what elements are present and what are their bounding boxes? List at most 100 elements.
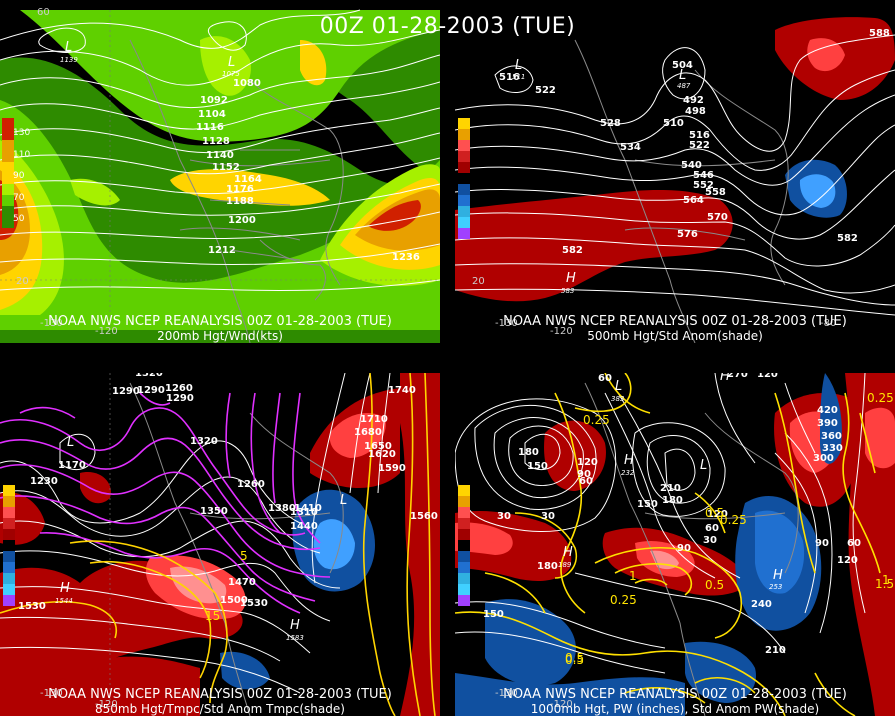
contour-label: 120 xyxy=(707,509,728,520)
panel-200mb: 130 110 90 70 50 1092 1104 1116 1128 114… xyxy=(0,0,440,343)
contour-label: 120 xyxy=(837,555,858,566)
contour-label: 1164 xyxy=(234,174,262,185)
pw-label: 0.25 xyxy=(610,593,637,607)
legend-label: 110 xyxy=(13,150,31,160)
contour-label: 1200 xyxy=(228,215,256,226)
contour-label: 360 xyxy=(821,431,842,442)
panel-caption: NOAA NWS NCEP REANALYSIS 00Z 01-28-2003 … xyxy=(503,687,847,702)
high-center: H xyxy=(563,545,573,560)
lon-label: -120 xyxy=(95,326,118,337)
low-center-value: 383 xyxy=(611,395,625,403)
contour-label: 1560 xyxy=(410,511,438,522)
contour-label: 90 xyxy=(815,538,829,549)
temp-label: 5 xyxy=(240,549,248,563)
contour-label: 1116 xyxy=(196,122,224,133)
pw-label: 1 xyxy=(629,569,637,583)
contour-label: 180 xyxy=(537,561,558,572)
legend-label: 50 xyxy=(13,214,25,224)
lon-label: -130 xyxy=(495,318,518,329)
lat-label: 20 xyxy=(16,276,29,287)
panel-caption: NOAA NWS NCEP REANALYSIS 00Z 01-28-2003 … xyxy=(48,687,392,702)
low-center: L xyxy=(340,493,348,508)
contour-label: 300 xyxy=(813,453,834,464)
contour-label: 1310 xyxy=(290,507,318,518)
contour-label: 1128 xyxy=(202,136,230,147)
contour-label: 1710 xyxy=(360,414,388,425)
pw-label: 0.25 xyxy=(867,391,894,405)
contour-label: 420 xyxy=(817,405,838,416)
pw-label: 0.25 xyxy=(583,413,610,427)
low-center-value: 1139 xyxy=(60,56,78,64)
contour-label: 1230 xyxy=(30,476,58,487)
low-center: L xyxy=(700,458,708,473)
contour-label: 1188 xyxy=(226,196,254,207)
contour-label: 1152 xyxy=(212,162,240,173)
contour-label: 564 xyxy=(683,195,704,206)
contour-label: 504 xyxy=(672,60,693,71)
low-center: L xyxy=(615,379,623,394)
panel-1000mb-legend xyxy=(458,485,470,606)
high-center-value: 583 xyxy=(561,287,575,295)
legend-label: 70 xyxy=(13,193,25,203)
contour-label: 558 xyxy=(705,187,726,198)
contour-label: 150 xyxy=(637,499,658,510)
panel-500mb-map xyxy=(455,0,895,343)
contour-label: 1380 xyxy=(268,503,296,514)
panel-200mb-legend xyxy=(2,118,14,228)
contour-label: 210 xyxy=(660,483,681,494)
high-center-value: 1544 xyxy=(55,597,73,605)
contour-label: 1260 xyxy=(237,479,265,490)
contour-label: 120 xyxy=(757,373,778,380)
contour-label: 60 xyxy=(598,373,612,384)
contour-label: 1236 xyxy=(392,252,420,263)
contour-label: 1440 xyxy=(290,521,318,532)
panel-850mb-map xyxy=(0,373,440,716)
panel-subcaption: 1000mb Hgt, PW (inches), Std Anom PW(sha… xyxy=(530,702,820,716)
main-title: 00Z 01-28-2003 (TUE) xyxy=(319,14,576,39)
low-center: L xyxy=(67,435,75,450)
pw-label: 0.5 xyxy=(705,506,725,520)
panel-subcaption: 850mb Hgt/Tmpc/Std Anom Tmpc(shade) xyxy=(95,702,345,716)
lon-label: -120 xyxy=(550,326,573,337)
panel-850mb: 1320 1290 1260 1290 1170 1230 1320 1260 … xyxy=(0,373,440,716)
panel-500mb: 516 522 504 492 498 510 516 522 528 534 … xyxy=(455,0,895,343)
panel-subcaption: 200mb Hgt/Wnd(kts) xyxy=(157,329,283,343)
pw-label: 0.5 xyxy=(565,651,585,665)
contour-label: 1080 xyxy=(233,78,261,89)
low-center: L xyxy=(515,58,523,73)
contour-label: 1140 xyxy=(206,150,234,161)
contour-label: 1680 xyxy=(354,427,382,438)
lon-label: -120 xyxy=(95,699,118,710)
pw-label: 1.5 xyxy=(875,577,895,591)
low-center-value: 232 xyxy=(621,469,635,477)
low-center: H xyxy=(624,453,634,468)
lon-label: -130 xyxy=(40,318,63,329)
contour-label: 330 xyxy=(822,443,843,454)
contour-label: 30 xyxy=(497,511,511,522)
high-center: H xyxy=(773,568,783,583)
low-center: L xyxy=(65,40,73,55)
temp-label: 15 xyxy=(205,609,221,623)
contour-label: 1350 xyxy=(200,506,228,517)
pw-label: 0.25 xyxy=(720,513,747,527)
contour-label: 1212 xyxy=(208,245,236,256)
panel-200mb-map xyxy=(0,0,440,343)
low-center-value: 487 xyxy=(677,82,691,90)
pw-label: 0.5 xyxy=(565,653,585,667)
contour-label: 516 xyxy=(689,130,710,141)
panel-subcaption: 500mb Hgt/Std Anom(shade) xyxy=(587,329,763,343)
panel-500mb-legend xyxy=(458,118,470,239)
contour-label: 1170 xyxy=(58,460,86,471)
high-center-value: 1583 xyxy=(286,634,304,642)
contour-label: 1470 xyxy=(228,577,256,588)
contour-label: 1530 xyxy=(18,601,46,612)
contour-label: 60 xyxy=(579,476,593,487)
contour-label: 546 xyxy=(693,170,714,181)
high-center-value: 253 xyxy=(769,583,783,591)
contour-label: 522 xyxy=(689,140,710,151)
high-center: H xyxy=(60,581,70,596)
contour-label: 510 xyxy=(663,118,684,129)
contour-label: 30 xyxy=(541,511,555,522)
contour-label: 60 xyxy=(705,523,719,534)
